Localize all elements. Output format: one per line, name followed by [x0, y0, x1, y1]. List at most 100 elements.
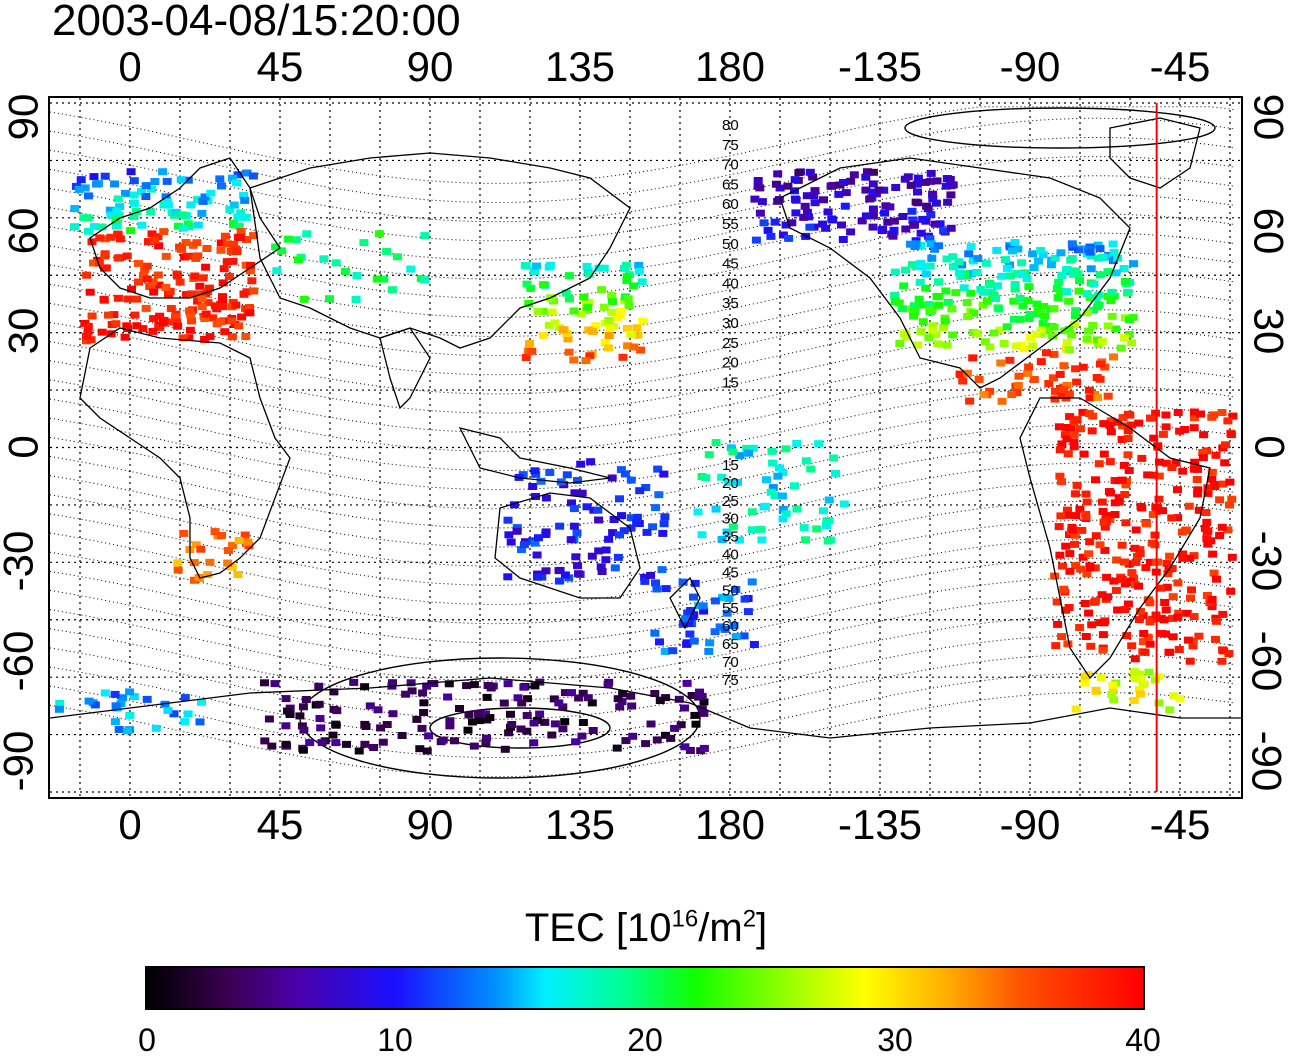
tec-point — [925, 235, 935, 243]
tec-point — [757, 536, 767, 544]
tec-point — [928, 322, 938, 330]
tec-point — [110, 180, 120, 188]
tec-point — [604, 535, 614, 543]
tec-point — [993, 282, 1002, 290]
tec-point — [861, 173, 871, 181]
tec-point — [1188, 637, 1198, 645]
tec-point — [995, 326, 1005, 334]
tec-point — [1065, 567, 1075, 575]
tec-point — [1171, 459, 1181, 467]
tec-point — [165, 318, 175, 326]
magnetic-latitude-contour — [50, 462, 1235, 548]
tec-point — [1057, 392, 1067, 399]
tec-point — [351, 296, 361, 303]
tec-point — [1085, 564, 1095, 572]
tec-point — [743, 608, 753, 616]
tec-point — [1057, 272, 1067, 279]
tec-point — [1069, 431, 1079, 438]
tec-point — [1173, 613, 1183, 621]
tec-point — [722, 609, 732, 617]
tec-point — [1154, 472, 1164, 480]
tec-point — [445, 717, 455, 725]
tec-point — [131, 207, 141, 215]
tec-point — [223, 559, 233, 567]
tec-point — [653, 465, 663, 473]
tec-point — [577, 489, 587, 497]
tec-point — [800, 202, 810, 210]
tec-point — [1095, 271, 1105, 279]
tec-point — [982, 297, 992, 305]
tec-point — [1048, 332, 1057, 340]
tec-point — [890, 292, 900, 300]
tec-point — [1135, 550, 1145, 558]
tec-point — [173, 559, 183, 567]
tec-point — [582, 503, 592, 511]
tec-point — [609, 516, 619, 523]
tec-point — [1054, 278, 1064, 286]
tec-point — [1081, 633, 1091, 640]
tec-point — [901, 266, 910, 274]
tec-point — [100, 235, 110, 243]
tec-point — [1139, 630, 1149, 637]
left-lat-label-m60: -60 — [0, 630, 42, 692]
tec-point — [1120, 277, 1130, 285]
tec-point — [1168, 593, 1178, 601]
tec-point — [82, 271, 92, 279]
tec-map: 80 75 70 65 60 55 50 45 40 35 30 25 20 15 15 20 25 30 35 40… — [48, 96, 1243, 799]
top-lon-label-135: 135 — [544, 43, 616, 90]
tec-point — [564, 295, 574, 303]
tec-point — [587, 327, 597, 335]
tec-point — [615, 311, 625, 319]
tec-point — [1121, 519, 1131, 527]
tec-point — [862, 168, 872, 176]
tec-point — [1120, 580, 1130, 588]
tec-point — [1105, 458, 1115, 466]
tec-point — [1145, 640, 1155, 648]
tec-point — [127, 285, 136, 293]
tec-point — [1220, 459, 1230, 467]
tec-point — [822, 517, 832, 525]
tec-point — [841, 189, 851, 197]
tec-point — [655, 638, 664, 646]
bottom-lon-label-m45: -45 — [1149, 801, 1211, 848]
coastline — [79, 327, 291, 579]
tec-point — [685, 630, 695, 638]
tec-point — [1061, 424, 1071, 431]
tec-point — [1143, 596, 1153, 604]
tec-point — [1161, 606, 1171, 614]
tec-point — [1109, 696, 1119, 704]
tec-point — [585, 352, 595, 360]
tec-point — [120, 333, 130, 341]
tec-point — [955, 370, 965, 378]
tec-point — [1211, 617, 1221, 625]
tec-point — [1134, 582, 1144, 590]
tec-point — [901, 225, 911, 233]
tec-point — [981, 259, 991, 267]
tec-point — [802, 192, 812, 200]
tec-point — [920, 178, 930, 186]
tec-point — [163, 201, 173, 209]
tec-point — [771, 180, 781, 188]
tec-point — [678, 578, 688, 586]
tec-point — [1107, 312, 1117, 320]
tec-point — [1109, 292, 1119, 300]
tec-point — [555, 522, 565, 530]
tec-point — [82, 337, 91, 345]
tec-point — [604, 317, 614, 324]
tec-point — [1071, 307, 1081, 315]
tec-point — [617, 512, 626, 520]
tec-point — [1100, 546, 1110, 554]
colorbar-title: TEC [1016/m2] — [0, 906, 1292, 951]
tec-point — [624, 302, 634, 310]
tec-point — [654, 491, 664, 499]
tec-point — [314, 682, 324, 690]
tec-point — [1147, 414, 1156, 422]
tec-point — [946, 224, 956, 232]
tec-point — [227, 333, 237, 341]
tec-point — [805, 168, 815, 176]
magnetic-latitude-contour — [50, 481, 1235, 567]
tec-point — [1005, 272, 1015, 280]
tec-point — [204, 284, 214, 292]
tec-point — [650, 629, 660, 637]
tec-point — [879, 186, 889, 194]
